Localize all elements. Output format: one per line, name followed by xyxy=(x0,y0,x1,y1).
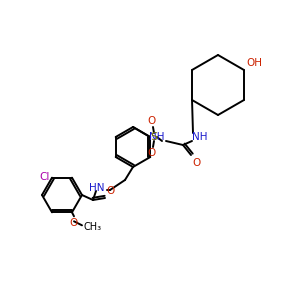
Text: S: S xyxy=(150,132,158,142)
Text: O: O xyxy=(148,116,156,126)
Text: O: O xyxy=(148,148,156,158)
Text: CH₃: CH₃ xyxy=(84,222,102,232)
Text: O: O xyxy=(192,158,200,168)
Text: O: O xyxy=(70,218,78,228)
Text: O: O xyxy=(106,186,114,196)
Text: NH: NH xyxy=(148,132,164,142)
Text: HN: HN xyxy=(89,183,105,193)
Text: Cl: Cl xyxy=(40,172,50,182)
Text: NH: NH xyxy=(192,132,208,142)
Text: OH: OH xyxy=(246,58,262,68)
